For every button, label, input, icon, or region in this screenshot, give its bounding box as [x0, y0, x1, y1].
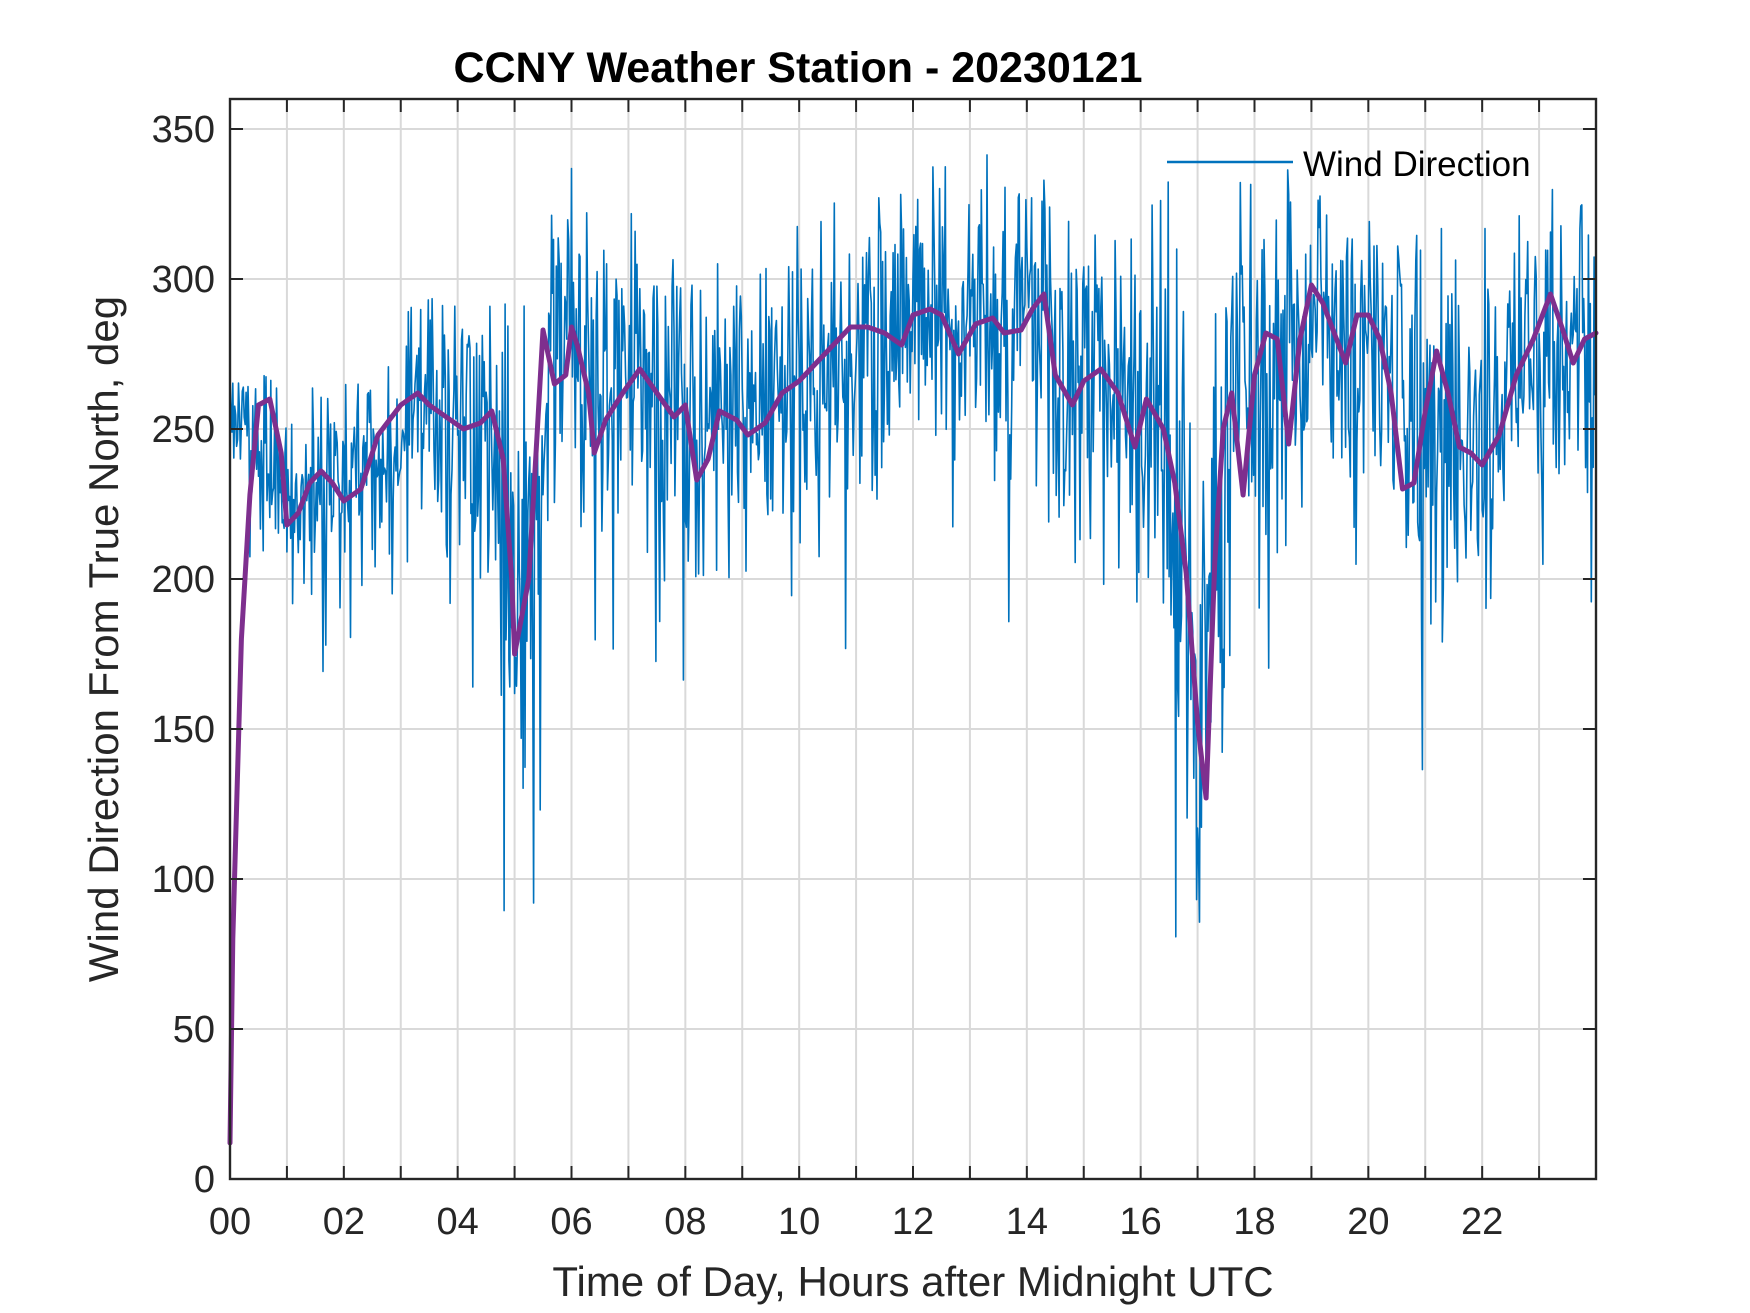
- y-tick-label: 200: [152, 559, 215, 601]
- x-tick-label: 14: [1006, 1201, 1048, 1243]
- y-tick-label: 250: [152, 409, 215, 451]
- x-tick-label: 22: [1461, 1201, 1503, 1243]
- y-tick-label: 50: [173, 1009, 215, 1051]
- smoothed-wind-direction-line: [227, 282, 1599, 1146]
- y-tick-label: 350: [152, 109, 215, 151]
- x-tick-label: 08: [664, 1201, 706, 1243]
- legend-label-wind-direction: Wind Direction: [1303, 145, 1531, 184]
- x-tick-label: 00: [209, 1201, 251, 1243]
- x-tick-label: 18: [1233, 1201, 1275, 1243]
- x-tick-label: 10: [778, 1201, 820, 1243]
- x-tick-label: 06: [550, 1201, 592, 1243]
- smoothed-wind-direction-series: [227, 282, 1599, 1146]
- y-tick-label: 0: [194, 1159, 215, 1201]
- x-tick-label: 12: [892, 1201, 934, 1243]
- y-tick-label: 100: [152, 859, 215, 901]
- legend: Wind Direction: [1167, 145, 1531, 184]
- x-tick-label: 04: [437, 1201, 479, 1243]
- y-tick-label: 150: [152, 709, 215, 751]
- x-tick-label: 20: [1347, 1201, 1389, 1243]
- axis-ticks: 00 02 04 06 08 10 12 14 16 18 20 22 0 50 100 150 200 250 3…: [152, 99, 1596, 1243]
- y-tick-label: 300: [152, 259, 215, 301]
- x-tick-label: 16: [1120, 1201, 1162, 1243]
- chart-title: CCNY Weather Station - 20230121: [453, 44, 1142, 92]
- y-axis-label: Wind Direction From True North, deg: [80, 296, 127, 982]
- x-tick-label: 02: [323, 1201, 365, 1243]
- x-axis-label: Time of Day, Hours after Midnight UTC: [552, 1258, 1273, 1305]
